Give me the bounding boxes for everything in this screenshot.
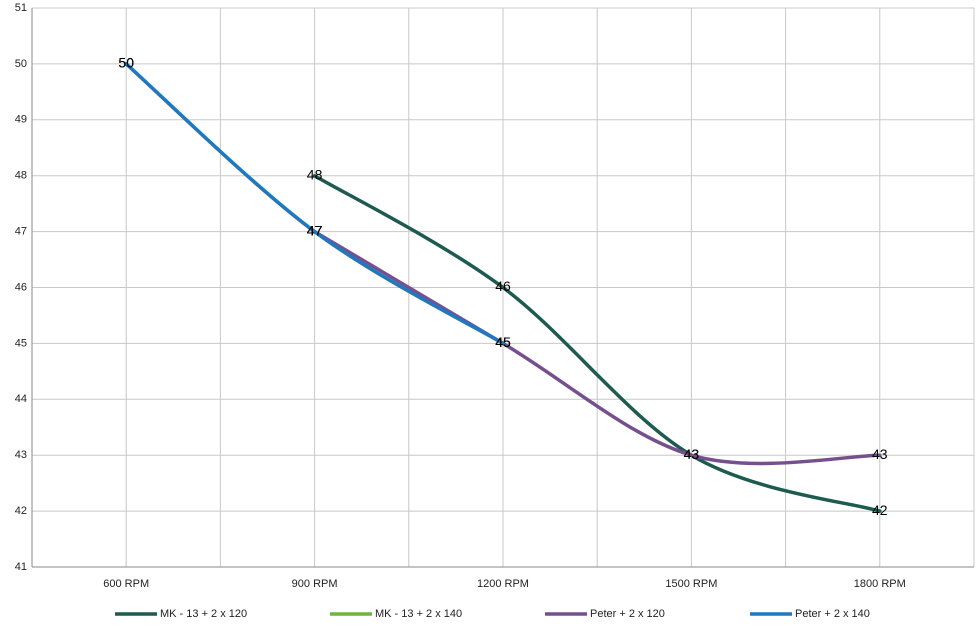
y-tick-label: 50	[15, 58, 27, 70]
x-tick-label: 600 RPM	[103, 578, 149, 590]
y-tick-label: 43	[15, 449, 27, 461]
data-label: 46	[495, 278, 511, 294]
y-tick-label: 47	[15, 226, 27, 238]
legend-label: MK - 13 + 2 x 120	[160, 608, 247, 620]
y-tick-label: 41	[15, 561, 27, 573]
data-label: 45	[495, 334, 511, 350]
data-label: 50	[118, 55, 134, 71]
data-label: 43	[684, 446, 700, 462]
data-label: 45	[495, 334, 511, 350]
data-label: 48	[307, 166, 323, 182]
x-tick-label: 1800 RPM	[854, 578, 906, 590]
y-tick-label: 44	[15, 393, 27, 405]
y-tick-label: 45	[15, 337, 27, 349]
data-label: 50	[118, 55, 134, 71]
data-label: 47	[307, 222, 323, 238]
data-label: 43	[872, 446, 888, 462]
data-label: 42	[872, 502, 888, 518]
legend-label: MK - 13 + 2 x 140	[375, 608, 462, 620]
x-tick-label: 900 RPM	[292, 578, 338, 590]
y-tick-label: 42	[15, 505, 27, 517]
legend-label: Peter + 2 x 140	[795, 608, 870, 620]
x-tick-label: 1500 RPM	[665, 578, 717, 590]
x-tick-label: 1200 RPM	[477, 578, 529, 590]
data-label: 45	[495, 334, 511, 350]
series-line	[124, 62, 505, 346]
data-label: 47	[307, 222, 323, 238]
data-label: 43	[684, 446, 700, 462]
data-label: 47	[307, 222, 323, 238]
legend-label: Peter + 2 x 120	[590, 608, 665, 620]
y-tick-label: 49	[15, 114, 27, 126]
y-tick-label: 46	[15, 281, 27, 293]
series-line	[312, 173, 882, 513]
y-tick-label: 51	[15, 2, 27, 14]
y-tick-label: 48	[15, 170, 27, 182]
series-line	[312, 229, 882, 466]
